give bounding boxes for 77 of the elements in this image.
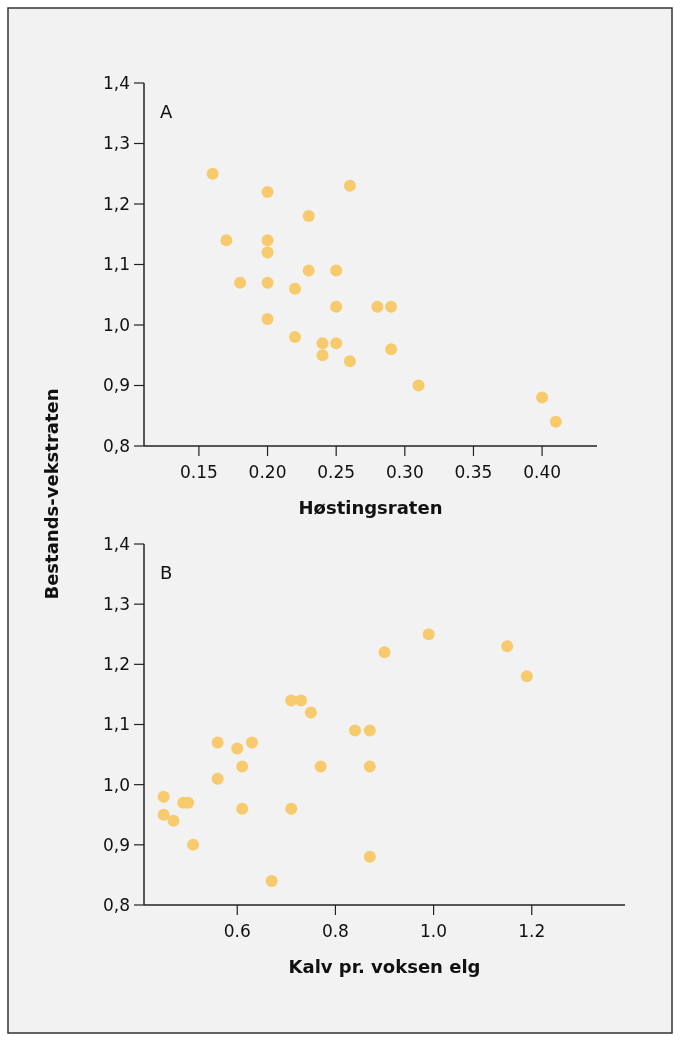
point bbox=[236, 802, 249, 815]
point bbox=[330, 337, 343, 350]
point bbox=[316, 349, 329, 362]
y-tick-label: 1,2 bbox=[102, 193, 130, 214]
annotation: B bbox=[160, 562, 173, 583]
point bbox=[422, 628, 435, 641]
y-tick-label: 1,4 bbox=[102, 72, 130, 93]
x-tick-label: 0.15 bbox=[179, 462, 218, 482]
point bbox=[295, 694, 308, 707]
x-tick-label: 1.0 bbox=[420, 921, 448, 941]
point bbox=[302, 264, 315, 277]
point bbox=[330, 264, 343, 277]
point bbox=[261, 185, 274, 198]
point bbox=[371, 300, 384, 313]
x-tick-label: 0.8 bbox=[321, 921, 349, 941]
x-tick-label: 0.20 bbox=[248, 462, 287, 482]
point bbox=[187, 838, 200, 851]
point bbox=[378, 646, 391, 659]
point bbox=[363, 760, 376, 773]
y-tick-label: 1,0 bbox=[102, 314, 130, 335]
x-axis-title: Høstingsraten bbox=[298, 497, 443, 518]
point bbox=[549, 415, 562, 428]
y-tick-label: 1,1 bbox=[102, 254, 130, 275]
y-tick-label: 1,4 bbox=[102, 533, 130, 554]
y-tick-label: 1,0 bbox=[102, 774, 130, 795]
annotation: A bbox=[160, 101, 173, 122]
point bbox=[285, 802, 298, 815]
point bbox=[330, 300, 343, 313]
point bbox=[536, 391, 549, 404]
y-tick-label: 0,8 bbox=[102, 435, 130, 456]
y-tick-label: 1,2 bbox=[102, 654, 130, 675]
point bbox=[245, 736, 258, 749]
y-axis-title: Bestands-vekstraten bbox=[41, 388, 62, 600]
y-tick-label: 1,1 bbox=[102, 714, 130, 735]
point bbox=[314, 760, 327, 773]
point bbox=[304, 706, 317, 719]
x-tick-label: 1.2 bbox=[518, 921, 546, 941]
point bbox=[349, 724, 362, 737]
x-tick-label: 0.25 bbox=[317, 462, 356, 482]
x-axis-title: Kalv pr. voksen elg bbox=[288, 956, 481, 977]
point bbox=[363, 850, 376, 863]
point bbox=[234, 276, 247, 289]
point bbox=[343, 355, 356, 368]
point bbox=[289, 282, 301, 295]
x-tick-label: 0.30 bbox=[385, 462, 424, 482]
y-tick-label: 1,3 bbox=[102, 133, 130, 154]
point bbox=[261, 312, 274, 325]
point bbox=[167, 814, 180, 827]
point bbox=[412, 379, 425, 392]
point bbox=[211, 772, 224, 785]
x-tick-label: 0.35 bbox=[454, 462, 493, 482]
point bbox=[236, 760, 249, 773]
point bbox=[520, 670, 533, 683]
y-tick-label: 0,8 bbox=[102, 894, 130, 915]
point bbox=[265, 874, 278, 887]
y-tick-label: 0,9 bbox=[102, 375, 130, 396]
x-tick-label: 0.40 bbox=[523, 462, 562, 482]
point bbox=[157, 790, 170, 803]
point bbox=[385, 343, 398, 356]
point bbox=[261, 276, 274, 289]
y-tick-label: 0,9 bbox=[102, 834, 130, 855]
point bbox=[231, 742, 244, 755]
point bbox=[211, 736, 224, 749]
point bbox=[206, 167, 219, 180]
point bbox=[261, 246, 274, 259]
point bbox=[302, 210, 315, 223]
point bbox=[343, 179, 356, 192]
point bbox=[220, 234, 233, 247]
point bbox=[316, 337, 329, 350]
point bbox=[261, 234, 274, 247]
x-tick-label: 0.6 bbox=[223, 921, 251, 941]
point bbox=[501, 640, 514, 653]
point bbox=[289, 331, 301, 344]
point bbox=[363, 724, 376, 737]
point bbox=[157, 808, 170, 821]
point bbox=[385, 300, 398, 313]
y-tick-label: 1,3 bbox=[102, 594, 130, 615]
